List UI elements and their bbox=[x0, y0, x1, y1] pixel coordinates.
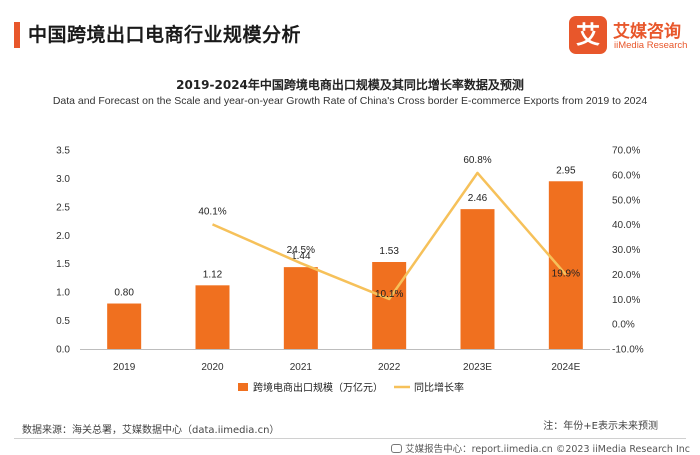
line-value-label: 10.1% bbox=[375, 289, 403, 300]
right-tick-label: 60.0% bbox=[612, 170, 640, 181]
right-tick-label: 40.0% bbox=[612, 220, 640, 231]
right-tick-label: 50.0% bbox=[612, 195, 640, 206]
left-tick-label: 3.5 bbox=[56, 146, 70, 157]
right-axis: -10.0% 0.0% 10.0% 20.0% 30.0% 40.0% 50.0% 60.0%… bbox=[612, 146, 644, 356]
right-tick-label: 10.0% bbox=[612, 295, 640, 306]
right-tick-label: -10.0% bbox=[612, 345, 644, 356]
right-tick-label: 30.0% bbox=[612, 245, 640, 256]
legend-label-bar: 跨境电商出口规模（万亿元） bbox=[253, 381, 383, 394]
line-value-label: 19.9% bbox=[552, 269, 580, 280]
chart-subtitle: Data and Forecast on the Scale and year-… bbox=[52, 95, 648, 107]
line-value-label: 24.5% bbox=[287, 245, 315, 256]
bar bbox=[460, 209, 495, 349]
footer-credit-text: 艾媒报告中心：report.iimedia.cn ©2023 iiMedia R… bbox=[405, 444, 690, 455]
footer-divider bbox=[14, 438, 686, 439]
left-tick-label: 2.0 bbox=[56, 231, 70, 242]
bar bbox=[372, 262, 407, 349]
left-tick-label: 3.0 bbox=[56, 174, 70, 185]
right-tick-label: 20.0% bbox=[612, 270, 640, 281]
title-accent-bar bbox=[14, 22, 20, 48]
bar bbox=[548, 181, 583, 349]
bar bbox=[283, 267, 318, 349]
bar-value-label: 1.44 bbox=[291, 251, 311, 262]
bar-value-label: 1.12 bbox=[203, 269, 223, 280]
legend-label-line: 同比增长率 bbox=[414, 381, 464, 394]
left-axis: 0.0 0.5 1.0 1.5 2.0 2.5 3.0 3.5 bbox=[56, 146, 70, 356]
chart-title: 2019-2024年中国跨境电商出口规模及其同比增长率数据及预测 bbox=[176, 78, 524, 92]
bar-value-label: 1.53 bbox=[379, 246, 399, 257]
logo-name-en: iiMedia Research bbox=[614, 40, 688, 51]
right-tick-label: 70.0% bbox=[612, 146, 640, 157]
x-tick-label: 2022 bbox=[378, 362, 401, 373]
bar-value-label: 0.80 bbox=[114, 288, 134, 299]
data-source: 数据来源：海关总署，艾媒数据中心（data.iimedia.cn） bbox=[22, 425, 280, 436]
iimedia-logo: 艾 艾媒咨询 iiMedia Research bbox=[569, 14, 693, 56]
line-value-label: 40.1% bbox=[198, 206, 226, 217]
x-axis: 2019 2020 2021 2022 2023E 2024E bbox=[80, 349, 610, 373]
x-tick-label: 2023E bbox=[463, 362, 492, 373]
page-title: 中国跨境出口电商行业规模分析 bbox=[28, 24, 302, 46]
line-value-label: 60.8% bbox=[463, 155, 491, 166]
bar bbox=[107, 303, 142, 349]
chart-legend: 跨境电商出口规模（万亿元） 同比增长率 bbox=[238, 381, 464, 394]
legend-swatch-bar bbox=[238, 383, 248, 391]
footer-credit: 艾媒报告中心：report.iimedia.cn ©2023 iiMedia R… bbox=[391, 441, 690, 455]
logo-mark: 艾 bbox=[569, 16, 607, 54]
x-tick-label: 2020 bbox=[201, 362, 224, 373]
left-tick-label: 1.5 bbox=[56, 259, 70, 270]
growth-rate-line bbox=[211, 171, 567, 301]
line-series: 40.1% 24.5% 10.1% 60.8% 19.9% bbox=[198, 155, 580, 301]
left-tick-label: 0.5 bbox=[56, 316, 70, 327]
x-tick-label: 2024E bbox=[551, 362, 580, 373]
report-icon bbox=[391, 444, 403, 453]
left-tick-label: 1.0 bbox=[56, 288, 70, 299]
logo-name-cn: 艾媒咨询 bbox=[613, 22, 681, 42]
x-tick-label: 2021 bbox=[290, 362, 313, 373]
bar-series: 0.80 1.12 1.44 1.53 2.46 2.95 bbox=[107, 165, 583, 349]
left-tick-label: 2.5 bbox=[56, 202, 70, 213]
bar bbox=[195, 285, 230, 349]
bar-value-label: 2.46 bbox=[468, 193, 488, 204]
x-tick-label: 2019 bbox=[113, 362, 136, 373]
left-tick-label: 0.0 bbox=[56, 345, 70, 356]
right-tick-label: 0.0% bbox=[612, 320, 635, 331]
bar-value-label: 2.95 bbox=[556, 165, 576, 176]
forecast-note: 注：年份+E表示未来预测 bbox=[543, 421, 658, 432]
